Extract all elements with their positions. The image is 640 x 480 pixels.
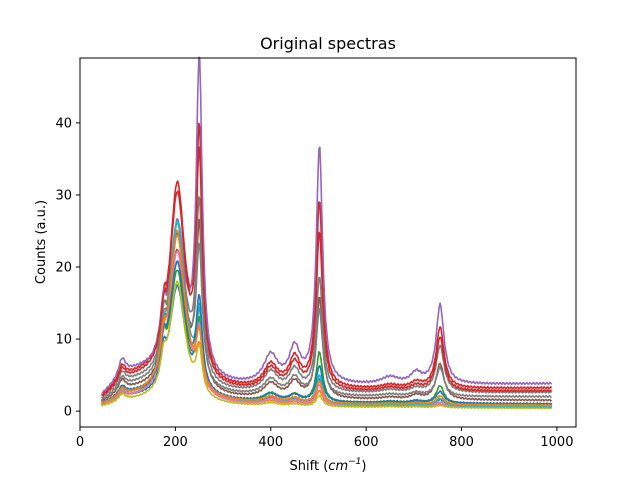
x-tick-label: 400 [258, 435, 283, 450]
x-tick-label: 800 [449, 435, 474, 450]
spectrum-line-11 [101, 146, 552, 397]
x-axis: 0 200 400 600 800 1000 [76, 427, 573, 450]
plot-frame [79, 57, 577, 428]
spectrum-line-9 [101, 280, 552, 410]
x-axis-label-exponent: −1 [348, 457, 361, 467]
y-tick-label: 40 [55, 116, 72, 131]
y-tick-label: 0 [64, 405, 72, 420]
x-axis-label-unit: cm [328, 459, 348, 474]
y-tick-label: 30 [55, 188, 72, 203]
x-axis-label-text: Shift ( [290, 459, 329, 474]
spectrum-line-12 [101, 260, 553, 406]
chart-title: Original spectras [260, 34, 396, 53]
series-layer [100, 56, 553, 410]
spectrum-line-14 [100, 234, 553, 407]
x-tick-label: 200 [163, 435, 188, 450]
x-axis-label: Shift (cm−1) [290, 457, 367, 474]
x-tick-label: 600 [354, 435, 379, 450]
y-tick-label: 20 [55, 261, 72, 276]
x-tick-label: 0 [76, 435, 84, 450]
spectrum-line-13 [100, 232, 552, 401]
y-axis: 0 10 20 30 40 [55, 116, 80, 420]
x-tick-label: 1000 [540, 435, 573, 450]
y-tick-label: 10 [55, 333, 72, 348]
x-axis-label-close: ) [361, 459, 366, 474]
spectrum-line-4 [101, 122, 553, 396]
y-axis-label: Counts (a.u.) [34, 200, 49, 284]
